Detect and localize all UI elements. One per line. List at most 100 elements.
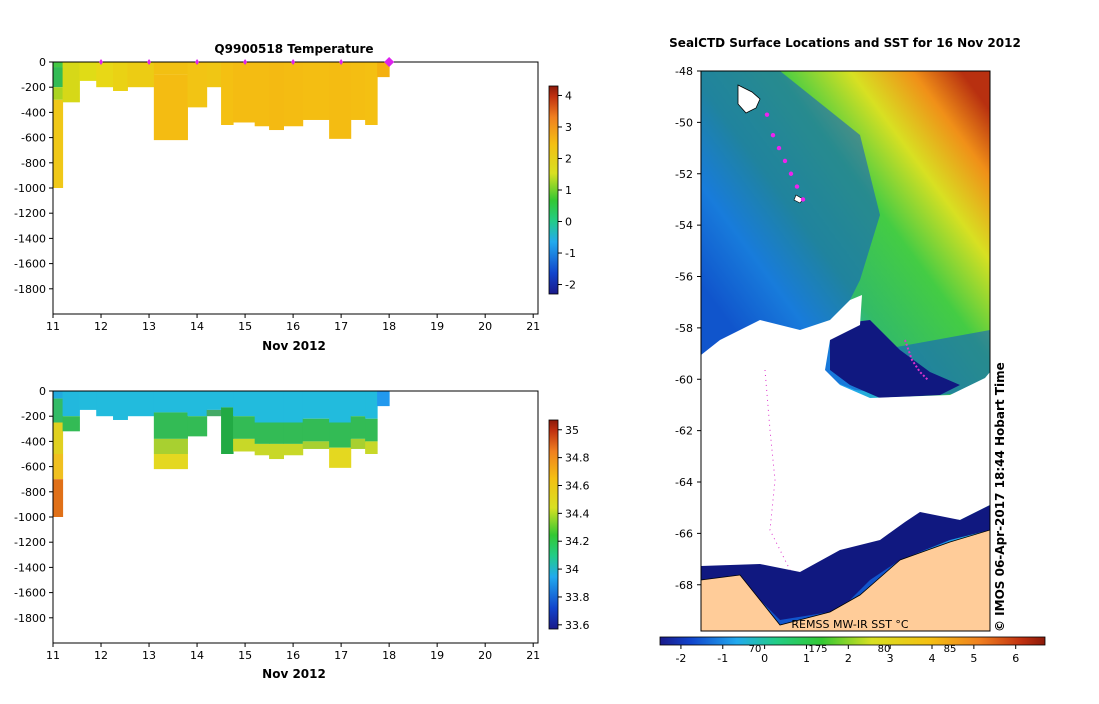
sst-cb-label-1: -1	[717, 652, 728, 665]
sst-cb-label-5: 3	[887, 652, 894, 665]
temp-cb-label-4: 0	[565, 216, 572, 229]
p1-profile-0-layer-0	[53, 62, 64, 68]
sst-cold-tongue	[701, 71, 990, 395]
p2-profile-7-layer-1	[187, 416, 208, 437]
p2-xtick-label-6: 17	[334, 649, 348, 662]
p2-xtick-label-5: 16	[286, 649, 300, 662]
p1-xtick-label-2: 13	[142, 320, 156, 333]
salinity-colorbar	[548, 419, 559, 630]
sal-cb-label-7: 33.6	[565, 619, 590, 632]
p2-profile-5-layer-0	[127, 391, 155, 417]
sst-product-label: REMSS MW-IR SST °C	[791, 618, 909, 631]
p1-profile-12-layer-0	[269, 62, 284, 131]
p2-profile-17-layer-2	[365, 441, 378, 454]
p2-ytick-label-1: -200	[21, 410, 46, 423]
p2-profile-0-layer-1	[53, 398, 64, 423]
surfacing-marker-1	[147, 59, 152, 65]
temp-cb-label-3: 1	[565, 184, 572, 197]
p2-profile-9-layer-1	[221, 407, 234, 454]
p2-ytick-label-9: -1800	[14, 612, 46, 625]
p2-profile-16-layer-1	[350, 416, 366, 439]
p2-profile-12-layer-0	[269, 391, 284, 423]
p2-ytick-label-8: -1600	[14, 587, 46, 600]
p2-profile-10-layer-2	[233, 438, 256, 452]
p2-profile-7-layer-0	[187, 391, 208, 417]
salinity-axes: 11 12 13 14 15 16 17 18 19 20 21 0 -200 -400 -600 -800 -…	[14, 385, 540, 662]
seal-location-1	[770, 133, 776, 138]
sal-cb-label-2: 34.6	[565, 479, 590, 492]
seal-location-0	[764, 112, 770, 117]
p1-profile-14-layer-0	[302, 62, 330, 120]
p2-profile-16-layer-0	[350, 391, 366, 417]
map-ytick-label-8: -64	[675, 476, 693, 489]
p2-xtick-label-1: 12	[94, 649, 108, 662]
p2-profile-16-layer-2	[350, 438, 366, 449]
p2-ytick-label-6: -1200	[14, 536, 46, 549]
sal-cb-label-5: 34	[565, 563, 579, 576]
sst-field	[701, 71, 990, 631]
p2-ytick-label-5: -1000	[14, 511, 46, 524]
p1-profile-16-layer-0	[350, 62, 366, 120]
p2-profile-11-layer-0	[254, 391, 270, 423]
map-ytick-label-5: -58	[675, 322, 693, 335]
p2-profile-9-layer-0	[221, 391, 234, 408]
map-ytick-label-7: -62	[675, 425, 693, 438]
p2-profile-6-layer-2	[153, 438, 188, 454]
map-ytick-label-0: -48	[675, 65, 693, 78]
temperature-colorbar	[548, 85, 559, 295]
p1-profile-0-layer-3	[53, 99, 64, 188]
surfacing-marker-3	[243, 59, 248, 65]
p2-profile-12-layer-2	[269, 443, 284, 460]
p1-xtick-label-8: 19	[430, 320, 444, 333]
temperature-profiles	[53, 62, 390, 188]
map-ytick-label-2: -52	[675, 168, 693, 181]
sal-cb-label-1: 34.8	[565, 452, 590, 465]
map-ytick-label-6: -60	[675, 373, 693, 386]
salinity-panel: 11 12 13 14 15 16 17 18 19 20 21 0 -200 -400 -600 -800 -…	[14, 385, 589, 681]
temp-cb-label-2: 2	[565, 152, 572, 165]
map-ytick-label-4: -56	[675, 271, 693, 284]
p2-profile-18-layer-0	[377, 391, 390, 407]
sst-contour-label-1: 175	[808, 644, 827, 655]
p1-ytick-label-2: -400	[21, 106, 46, 119]
seal-surface-locations	[764, 112, 806, 202]
p2-ytick-label-0: 0	[39, 385, 46, 398]
p1-ytick-label-3: -600	[21, 132, 46, 145]
sst-contour-label-0: 70	[749, 644, 762, 655]
p2-profile-1-layer-0	[62, 391, 80, 417]
sst-contour-labels: 70 175 80 85	[749, 644, 957, 655]
sal-cb-label-3: 34.4	[565, 507, 590, 520]
p2-profile-13-layer-2	[283, 443, 304, 456]
p1-profile-11-layer-0	[254, 62, 270, 127]
p2-profile-12-layer-1	[269, 422, 284, 444]
p2-profile-17-layer-1	[365, 418, 378, 442]
p1-xtick-label-7: 18	[382, 320, 396, 333]
p2-profile-3-layer-0	[96, 391, 114, 417]
p2-xtick-label-8: 19	[430, 649, 444, 662]
p2-profile-13-layer-0	[283, 391, 304, 423]
p1-xtick-label-6: 17	[334, 320, 348, 333]
sst-cb-label-7: 5	[970, 652, 977, 665]
temp-cb-label-0: 4	[565, 89, 572, 102]
p1-ytick-label-0: 0	[39, 56, 46, 69]
p2-xtick-label-0: 11	[46, 649, 60, 662]
p2-profile-17-layer-0	[365, 391, 378, 419]
surfacing-marker-6	[384, 57, 395, 67]
sst-colorbar	[659, 636, 1046, 646]
sst-cb-label-3: 1	[803, 652, 810, 665]
p1-profile-1-layer-0	[62, 62, 80, 103]
p1-ytick-label-1: -200	[21, 81, 46, 94]
p2-profile-11-layer-2	[254, 443, 270, 456]
temperature-panel: Q9900518 Temperature 11 12 13 14 15 16 17 18 19 2…	[14, 42, 576, 353]
map-ytick-label-9: -66	[675, 527, 693, 540]
surfacing-marker-2	[195, 59, 200, 65]
p1-profile-4-layer-0	[113, 62, 128, 91]
p1-xtick-label-0: 11	[46, 320, 60, 333]
sst-cb-label-6: 4	[929, 652, 936, 665]
sal-cb-label-0: 35	[565, 424, 579, 437]
sal-cb-label-6: 33.8	[565, 591, 590, 604]
p1-profile-15-layer-0	[329, 62, 352, 139]
surfacing-marker-4	[291, 59, 296, 65]
sst-map-panel: SealCTD Surface Locations and SST for 16…	[659, 36, 1046, 665]
p2-xtick-label-3: 14	[190, 649, 204, 662]
